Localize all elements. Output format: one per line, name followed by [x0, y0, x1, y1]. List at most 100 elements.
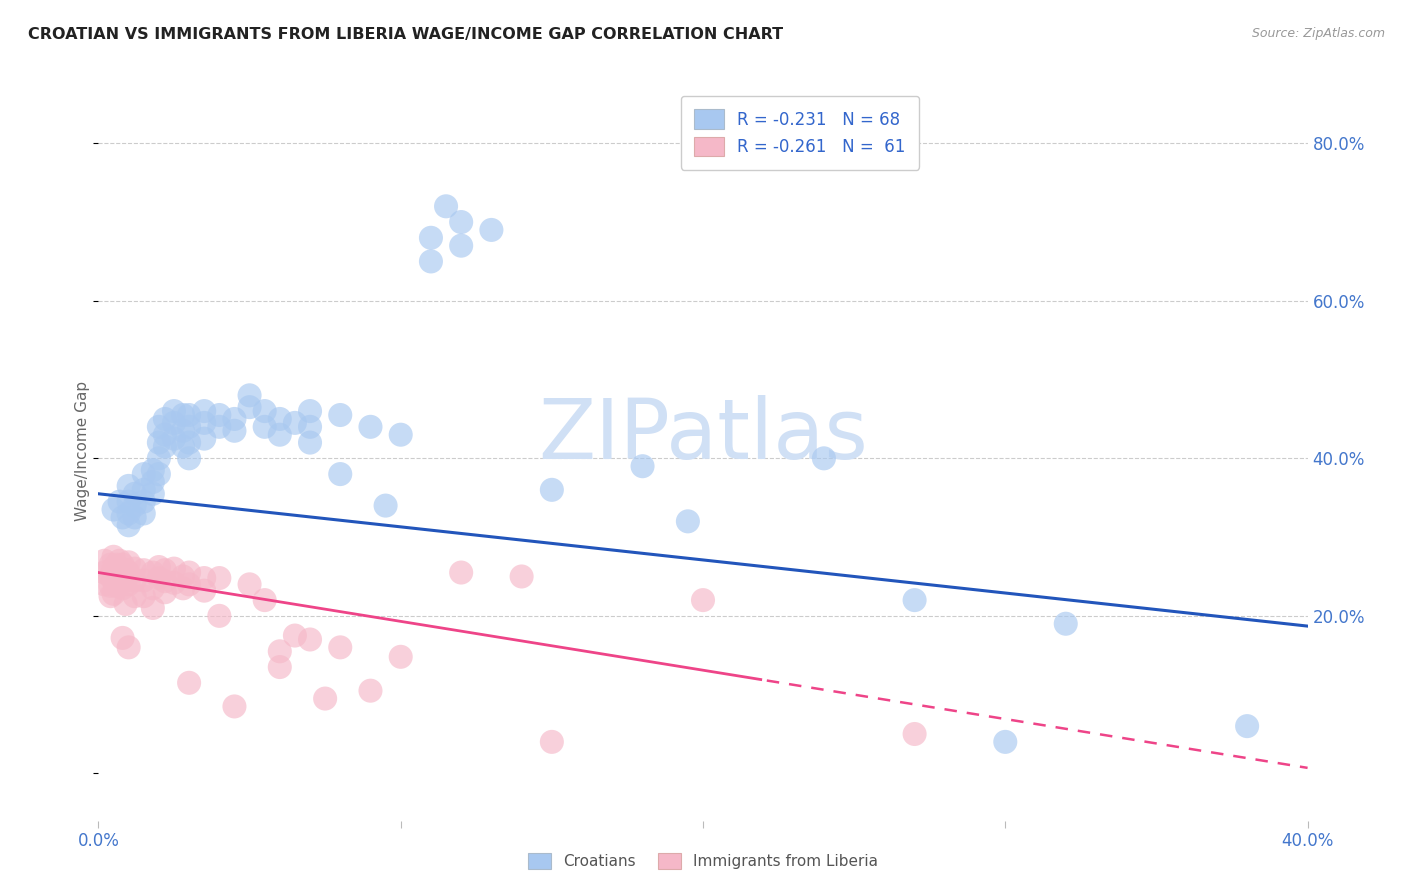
- Point: [360, 420, 382, 434]
- Point: [540, 735, 562, 749]
- Point: [142, 566, 165, 580]
- Point: [676, 514, 699, 528]
- Point: [111, 558, 134, 572]
- Point: [148, 467, 170, 481]
- Point: [153, 574, 176, 589]
- Point: [179, 420, 201, 434]
- Point: [148, 435, 170, 450]
- Point: [108, 494, 131, 508]
- Point: [132, 574, 155, 588]
- Point: [108, 577, 131, 591]
- Point: [100, 569, 122, 583]
- Point: [163, 416, 186, 430]
- Point: [450, 238, 472, 252]
- Point: [193, 583, 215, 598]
- Point: [124, 510, 146, 524]
- Point: [93, 554, 115, 568]
- Point: [124, 487, 146, 501]
- Point: [105, 568, 128, 582]
- Point: [481, 223, 503, 237]
- Point: [172, 582, 194, 596]
- Point: [193, 571, 215, 585]
- Point: [389, 649, 412, 664]
- Point: [105, 579, 128, 593]
- Point: [253, 404, 276, 418]
- Point: [148, 420, 170, 434]
- Point: [93, 566, 115, 580]
- Point: [103, 549, 125, 564]
- Point: [239, 400, 262, 414]
- Point: [253, 593, 276, 607]
- Point: [420, 231, 443, 245]
- Point: [314, 691, 336, 706]
- Point: [193, 404, 215, 418]
- Point: [208, 420, 231, 434]
- Point: [108, 566, 131, 580]
- Point: [118, 494, 141, 508]
- Point: [124, 589, 146, 603]
- Point: [124, 574, 146, 588]
- Point: [692, 593, 714, 607]
- Point: [124, 561, 146, 575]
- Point: [111, 582, 134, 596]
- Point: [284, 416, 307, 430]
- Point: [100, 589, 122, 603]
- Point: [142, 463, 165, 477]
- Point: [179, 675, 201, 690]
- Point: [224, 424, 246, 438]
- Point: [1054, 616, 1077, 631]
- Point: [111, 510, 134, 524]
- Point: [420, 254, 443, 268]
- Point: [179, 435, 201, 450]
- Legend: R = -0.231   N = 68, R = -0.261   N =  61: R = -0.231 N = 68, R = -0.261 N = 61: [681, 96, 920, 169]
- Point: [329, 640, 352, 655]
- Point: [510, 569, 533, 583]
- Point: [179, 577, 201, 591]
- Point: [118, 555, 141, 569]
- Point: [100, 558, 122, 572]
- Point: [153, 585, 176, 599]
- Point: [269, 644, 291, 658]
- Point: [329, 408, 352, 422]
- Point: [118, 566, 141, 580]
- Point: [103, 574, 125, 588]
- Point: [813, 451, 835, 466]
- Point: [142, 601, 165, 615]
- Point: [1236, 719, 1258, 733]
- Point: [269, 427, 291, 442]
- Point: [172, 424, 194, 438]
- Point: [153, 427, 176, 442]
- Point: [163, 432, 186, 446]
- Point: [103, 587, 125, 601]
- Point: [172, 569, 194, 583]
- Point: [118, 507, 141, 521]
- Point: [172, 408, 194, 422]
- Point: [163, 575, 186, 590]
- Point: [163, 404, 186, 418]
- Point: [111, 569, 134, 583]
- Point: [239, 388, 262, 402]
- Point: [132, 589, 155, 603]
- Point: [142, 475, 165, 489]
- Y-axis label: Wage/Income Gap: Wage/Income Gap: [75, 380, 90, 521]
- Point: [299, 632, 322, 647]
- Point: [374, 499, 396, 513]
- Point: [329, 467, 352, 481]
- Point: [253, 420, 276, 434]
- Point: [148, 571, 170, 585]
- Point: [103, 561, 125, 575]
- Point: [103, 502, 125, 516]
- Point: [132, 494, 155, 508]
- Point: [193, 432, 215, 446]
- Point: [450, 215, 472, 229]
- Point: [284, 629, 307, 643]
- Point: [172, 440, 194, 454]
- Point: [360, 683, 382, 698]
- Point: [142, 487, 165, 501]
- Point: [540, 483, 562, 497]
- Point: [208, 408, 231, 422]
- Point: [118, 479, 141, 493]
- Point: [299, 435, 322, 450]
- Point: [148, 560, 170, 574]
- Point: [904, 593, 927, 607]
